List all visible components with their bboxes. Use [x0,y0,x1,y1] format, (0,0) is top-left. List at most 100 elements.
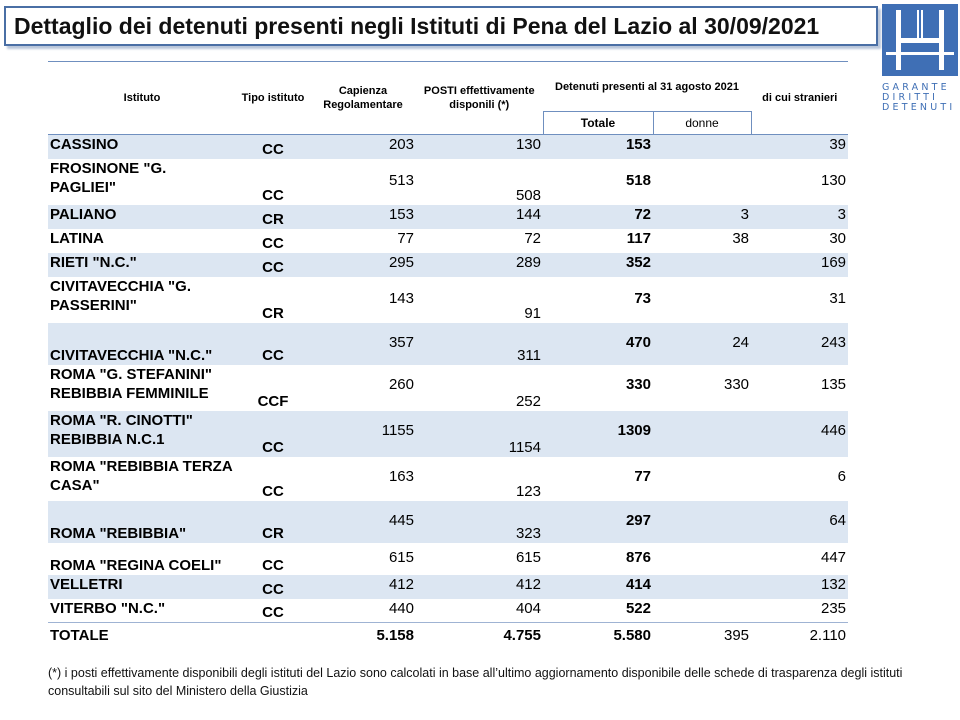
header-posti: POSTI effettivamente disponili (*) [416,61,543,135]
cell-donne [653,277,751,323]
cell-tipo: CC [262,140,284,158]
cell-posti: 311 [517,346,541,364]
cell-istituto: FROSINONE "G. PAGLIEI" [50,159,167,196]
table-row: CIVITAVECCHIA "G. PASSERINI" CR 143 91 7… [48,276,849,323]
cell-donne: 24 [732,333,750,351]
logo-text-line: GARANTE [882,82,950,93]
totals-label: TOTALE [48,622,236,649]
garante-logo: GARANTE DIRITTI DETENUTI [882,4,958,113]
cell-capienza: 153 [388,205,414,223]
table-row: VELLETRI CC 412 412 414 132 [48,574,849,599]
cell-capienza: 260 [388,375,414,393]
table-row: ROMA "G. STEFANINI" REBIBBIA FEMMINILE C… [48,364,849,411]
table-row: ROMA "REGINA COELI" CC 615 615 876 447 [48,542,849,575]
cell-istituto: CASSINO [50,136,119,153]
table-row: ROMA "REBIBBIA" CR 445 323 297 64 [48,500,849,543]
totals-row: TOTALE 5.158 4.755 5.580 395 2.110 [48,622,849,649]
cell-donne [653,135,751,159]
cell-capienza: 412 [388,575,414,593]
cell-posti: 72 [524,229,541,247]
cell-stranieri: 132 [820,575,847,593]
cell-stranieri: 446 [820,421,847,439]
cell-capienza: 163 [388,467,414,485]
cell-stranieri: 64 [829,511,847,529]
totals-totale: 5.580 [543,622,653,649]
table-row: VITERBO "N.C." CC 440 404 522 235 [48,598,849,623]
cell-donne [653,543,751,575]
table-row: PALIANO CR 153 144 72 3 3 [48,204,849,229]
cell-posti: 91 [524,304,541,322]
cell-stranieri: 130 [820,171,847,189]
cell-totale: 352 [625,253,651,271]
cell-istituto: RIETI "N.C." [50,253,137,271]
cell-capienza: 77 [397,229,414,247]
cell-totale: 1309 [617,421,651,439]
cell-capienza: 445 [388,511,414,529]
cell-capienza: 295 [388,253,414,271]
cell-istituto: ROMA "R. CINOTTI" REBIBBIA N.C.1 [50,411,193,448]
cell-donne: 3 [740,205,750,223]
logo-text: GARANTE DIRITTI DETENUTI [882,83,958,113]
table-row: FROSINONE "G. PAGLIEI" CC 513 508 518 13… [48,158,849,205]
cell-capienza: 357 [388,333,414,351]
totals-stranieri: 2.110 [751,622,849,649]
cell-capienza: 1155 [381,421,414,439]
cell-tipo: CC [262,482,284,500]
cell-totale: 414 [625,575,651,593]
cell-donne [653,575,751,599]
cell-tipo: CC [262,580,284,598]
cell-donne [653,599,751,623]
footnote: (*) i posti effettivamente disponibili d… [48,666,903,698]
cell-istituto: ROMA "REGINA COELI" [50,556,222,574]
cell-stranieri: 30 [829,229,847,247]
cell-totale: 117 [626,229,651,247]
header-totale: Totale [542,111,654,135]
cell-tipo: CC [262,258,284,276]
table-row: CASSINO CC 203 130 153 39 [48,134,849,159]
cell-istituto: ROMA "REBIBBIA TERZA CASA" [50,457,233,494]
cell-donne [653,411,751,457]
cell-donne: 330 [723,375,750,393]
cell-istituto: VELLETRI [50,575,123,593]
table-row: LATINA CC 77 72 117 38 30 [48,228,849,253]
cell-posti: 615 [515,548,541,566]
cell-stranieri: 235 [820,599,847,617]
cell-stranieri: 135 [820,375,847,393]
cell-totale: 518 [625,171,651,189]
cell-capienza: 203 [388,136,414,153]
cell-stranieri: 243 [820,333,847,351]
table-row: ROMA "REBIBBIA TERZA CASA" CC 163 123 77… [48,456,849,501]
cell-donne [653,501,751,543]
cell-tipo: CC [262,186,284,204]
cell-istituto: CIVITAVECCHIA "G. PASSERINI" [50,277,192,314]
cell-posti: 144 [515,205,541,223]
cell-posti: 404 [515,599,541,617]
cell-capienza: 143 [388,289,414,307]
cell-tipo: CR [262,304,284,322]
table-body: CASSINO CC 203 130 153 39 FROSINONE "G. … [48,134,849,649]
cell-totale: 153 [625,136,651,153]
totals-capienza: 5.158 [310,622,416,649]
cell-totale: 77 [634,467,651,485]
garante-logo-icon [882,4,958,76]
cell-totale: 330 [625,375,651,393]
cell-posti: 323 [515,524,541,542]
detainees-table: Istituto Tipo istituto Capienza Regolame… [48,61,849,649]
table-row: ROMA "R. CINOTTI" REBIBBIA N.C.1 CC 1155… [48,410,849,457]
cell-istituto: CIVITAVECCHIA "N.C." [50,346,213,364]
cell-posti: 412 [515,575,541,593]
cell-tipo: CC [262,556,284,574]
header-istituto: Istituto [48,61,236,135]
cell-posti: 1154 [508,438,541,456]
cell-stranieri: 39 [829,136,847,153]
cell-totale: 876 [625,548,651,566]
cell-totale: 73 [634,289,651,307]
cell-stranieri: 447 [820,548,847,566]
totals-tipo [236,622,310,649]
header-tipo: Tipo istituto [236,61,310,135]
cell-istituto: ROMA "G. STEFANINI" REBIBBIA FEMMINILE [50,365,213,402]
header-detenuti: Detenuti presenti al 31 agosto 2021 [543,61,752,112]
logo-text-line: DETENUTI [882,102,956,113]
cell-capienza: 513 [388,171,414,189]
cell-stranieri: 3 [837,205,847,223]
